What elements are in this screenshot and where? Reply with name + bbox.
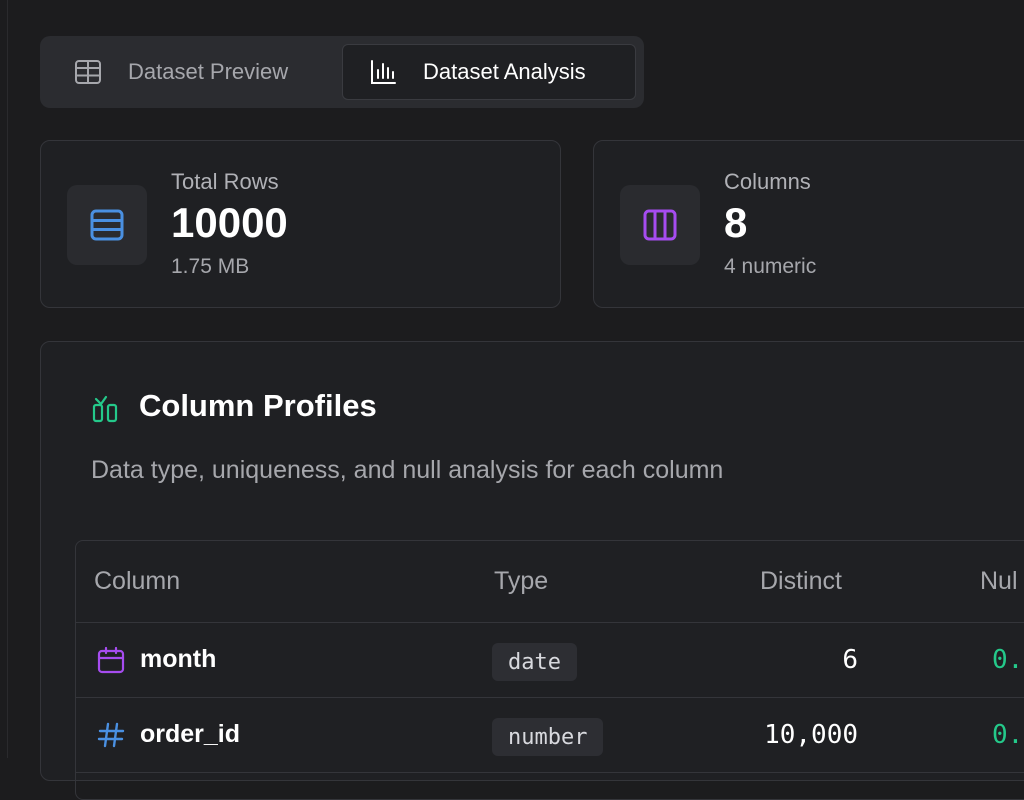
header-nulls[interactable]: Nul — [980, 567, 1018, 595]
total-rows-label: Total Rows — [171, 169, 279, 194]
header-type[interactable]: Type — [494, 567, 549, 595]
profiles-icon — [91, 394, 121, 424]
column-name: order_id — [140, 720, 241, 748]
header-column[interactable]: Column — [94, 567, 181, 595]
left-rail — [0, 0, 8, 758]
columns-numeric: 4 numeric — [724, 255, 817, 278]
null-percentage: 0. — [992, 645, 1024, 675]
total-rows-value: 10000 — [171, 199, 288, 246]
tab-dataset-preview-label: Dataset Preview — [128, 59, 289, 84]
column-profiles-panel: Column Profiles Data type, uniqueness, a… — [40, 341, 1024, 800]
columns-label: Columns — [724, 169, 811, 194]
total-rows-card: Total Rows 10000 1.75 MB — [40, 140, 561, 308]
distinct-count: 6 — [842, 645, 858, 675]
tab-dataset-analysis-label: Dataset Analysis — [423, 59, 586, 84]
calendar-icon — [96, 645, 126, 675]
table-header: Column Type Distinct Nul — [76, 541, 1024, 623]
tab-bar: Dataset Preview Dataset Analysis — [40, 36, 644, 108]
distinct-count: 10,000 — [764, 720, 858, 750]
header-distinct[interactable]: Distinct — [760, 567, 842, 595]
hash-icon — [96, 720, 126, 750]
column-profiles-title: Column Profiles — [139, 388, 377, 423]
type-badge: date — [492, 643, 577, 681]
bar-chart-icon — [369, 58, 397, 86]
tab-dataset-preview[interactable]: Dataset Preview — [48, 44, 342, 100]
table-icon — [74, 58, 102, 86]
null-percentage: 0. — [992, 720, 1024, 750]
type-badge: number — [492, 718, 604, 756]
column-profiles-description: Data type, uniqueness, and null analysis… — [91, 456, 724, 484]
rows-icon — [67, 185, 147, 265]
table-row[interactable]: month date 6 0. — [76, 623, 1024, 698]
total-rows-size: 1.75 MB — [171, 255, 250, 278]
column-profiles-table: Column Type Distinct Nul month date 6 0. — [75, 540, 1024, 800]
columns-value: 8 — [724, 199, 748, 246]
table-row[interactable]: order_id number 10,000 0. — [76, 698, 1024, 773]
tab-dataset-analysis[interactable]: Dataset Analysis — [342, 44, 636, 100]
columns-card: Columns 8 4 numeric — [593, 140, 1024, 308]
column-name: month — [140, 645, 217, 673]
columns-icon — [620, 185, 700, 265]
